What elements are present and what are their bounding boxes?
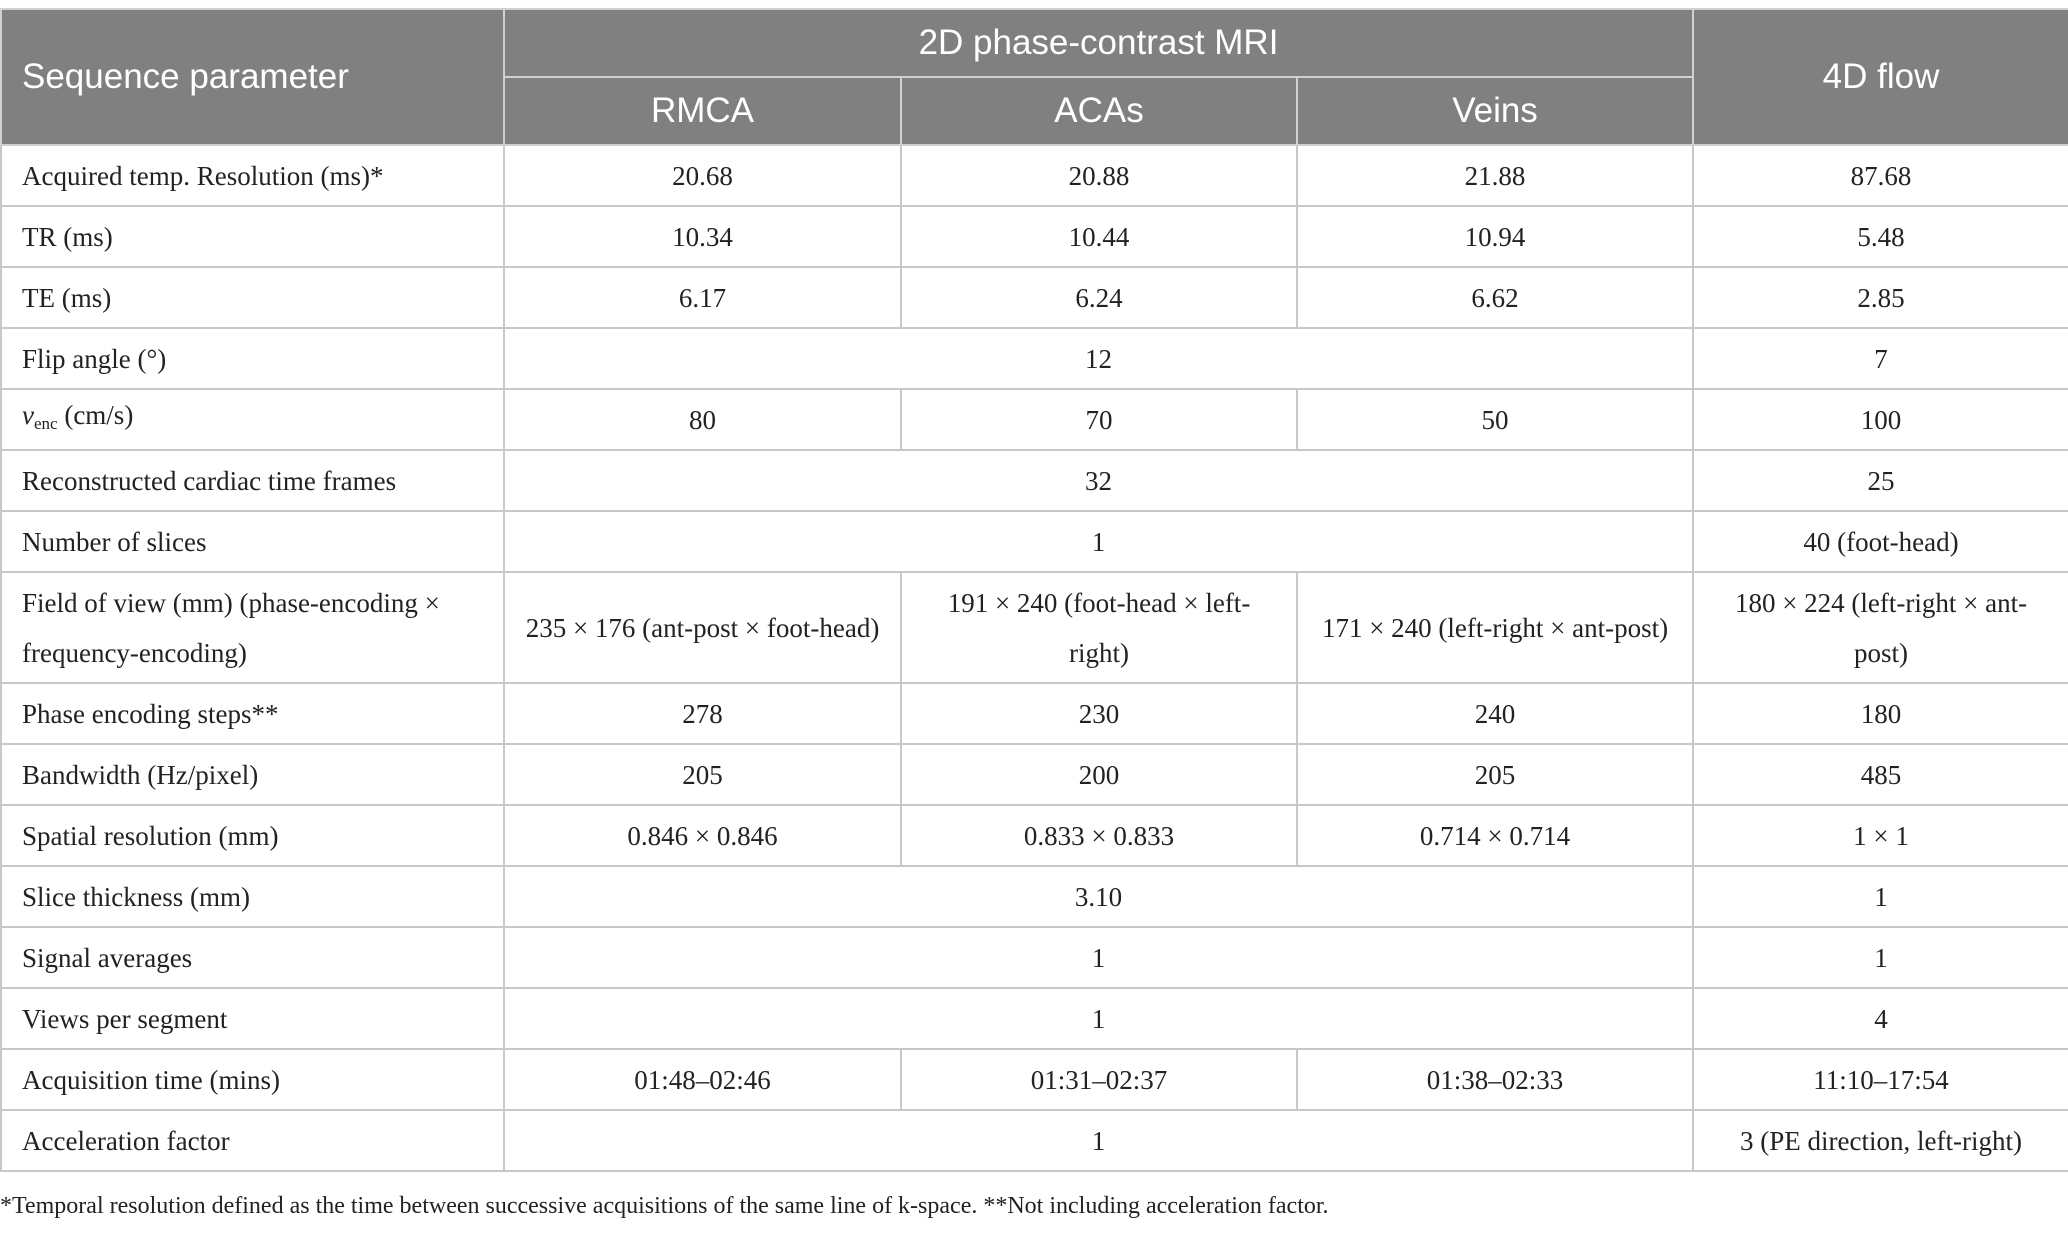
venc-symbol: v <box>22 400 34 430</box>
table-row: Number of slices 1 40 (foot-head) <box>0 510 2068 573</box>
cell-veins: 240 <box>1295 682 1695 745</box>
cell-veins: 205 <box>1295 743 1695 806</box>
header-row-subgroups: RMCA ACAs Veins <box>1 76 2068 146</box>
table-row: Flip angle (°) 12 7 <box>0 327 2068 390</box>
cell-acas: 230 <box>900 682 1298 745</box>
cell-4d-flow: 180 <box>1692 682 2068 745</box>
table-row: venc (cm/s) 80 70 50 100 <box>0 388 2068 451</box>
table-row: TR (ms) 10.34 10.44 10.94 5.48 <box>0 205 2068 268</box>
table-row: Acquired temp. Resolution (ms)* 20.68 20… <box>0 144 2068 207</box>
header-2d-phase-contrast: 2D phase-contrast MRI <box>502 8 1695 78</box>
table-header: Sequence parameter 2D phase-contrast MRI… <box>0 8 2068 146</box>
row-label: Spatial resolution (mm) <box>0 804 505 867</box>
cell-4d-flow: 180 × 224 (left-right × ant-post) <box>1692 571 2068 684</box>
cell-acas: 70 <box>900 388 1298 451</box>
venc-subscript: enc <box>33 414 58 433</box>
row-label: TR (ms) <box>0 205 505 268</box>
table-footnote: *Temporal resolution defined as the time… <box>0 1193 1329 1219</box>
cell-2d-merged: 1 <box>502 510 1695 573</box>
row-label: Acquired temp. Resolution (ms)* <box>0 144 505 207</box>
table-body: Acquired temp. Resolution (ms)* 20.68 20… <box>0 144 2068 1172</box>
cell-2d-merged: 1 <box>502 1109 1695 1172</box>
cell-acas: 200 <box>900 743 1298 806</box>
table-row: Acquisition time (mins) 01:48–02:46 01:3… <box>0 1048 2068 1111</box>
cell-4d-flow: 25 <box>1692 449 2068 512</box>
header-4d-flow: 4D flow <box>1692 8 2068 146</box>
cell-4d-flow: 1 × 1 <box>1692 804 2068 867</box>
cell-4d-flow: 5.48 <box>1692 205 2068 268</box>
cell-2d-merged: 12 <box>502 327 1695 390</box>
cell-2d-merged: 32 <box>502 449 1695 512</box>
row-label: Acquisition time (mins) <box>0 1048 505 1111</box>
cell-rmca: 01:48–02:46 <box>503 1048 902 1111</box>
cell-4d-flow: 4 <box>1692 987 2068 1050</box>
cell-acas: 10.44 <box>900 205 1298 268</box>
cell-acas: 0.833 × 0.833 <box>900 804 1298 867</box>
cell-4d-flow: 2.85 <box>1692 266 2068 329</box>
cell-veins: 50 <box>1295 388 1695 451</box>
cell-veins: 01:38–02:33 <box>1295 1048 1695 1111</box>
cell-2d-merged: 1 <box>502 987 1695 1050</box>
row-label: Field of view (mm) (phase-encoding × fre… <box>0 571 505 684</box>
row-label: Flip angle (°) <box>0 327 505 390</box>
cell-4d-flow: 40 (foot-head) <box>1692 510 2068 573</box>
cell-rmca: 235 × 176 (ant-post × foot-head) <box>503 571 902 684</box>
cell-veins: 21.88 <box>1295 144 1695 207</box>
cell-4d-flow: 1 <box>1692 865 2068 928</box>
cell-rmca: 20.68 <box>503 144 902 207</box>
row-label: Phase encoding steps** <box>0 682 505 745</box>
cell-veins: 171 × 240 (left-right × ant-post) <box>1295 571 1695 684</box>
row-label: Bandwidth (Hz/pixel) <box>0 743 505 806</box>
cell-4d-flow: 11:10–17:54 <box>1692 1048 2068 1111</box>
header-row-groups: Sequence parameter 2D phase-contrast MRI… <box>0 8 2068 146</box>
header-acas: ACAs <box>900 76 1298 146</box>
cell-rmca: 80 <box>503 388 902 451</box>
row-label: Views per segment <box>0 987 505 1050</box>
cell-acas: 6.24 <box>900 266 1298 329</box>
table-row: Reconstructed cardiac time frames 32 25 <box>0 449 2068 512</box>
row-label: Slice thickness (mm) <box>0 865 505 928</box>
cell-acas: 191 × 240 (foot-head × left-right) <box>900 571 1298 684</box>
header-veins: Veins <box>1295 76 1695 146</box>
row-label: Signal averages <box>0 926 505 989</box>
cell-acas: 20.88 <box>900 144 1298 207</box>
header-sequence-parameter: Sequence parameter <box>0 8 505 146</box>
cell-acas: 01:31–02:37 <box>900 1048 1298 1111</box>
cell-rmca: 278 <box>503 682 902 745</box>
table-row: Field of view (mm) (phase-encoding × fre… <box>0 571 2068 684</box>
table-row: Bandwidth (Hz/pixel) 205 200 205 485 <box>0 743 2068 806</box>
table-row: Phase encoding steps** 278 230 240 180 <box>0 682 2068 745</box>
sequence-parameters-table: Sequence parameter 2D phase-contrast MRI… <box>0 8 2068 1172</box>
cell-4d-flow: 1 <box>1692 926 2068 989</box>
table-row: TE (ms) 6.17 6.24 6.62 2.85 <box>0 266 2068 329</box>
row-label: Reconstructed cardiac time frames <box>0 449 505 512</box>
cell-4d-flow: 87.68 <box>1692 144 2068 207</box>
cell-rmca: 0.846 × 0.846 <box>503 804 902 867</box>
venc-unit: (cm/s) <box>57 400 134 430</box>
cell-2d-merged: 1 <box>502 926 1695 989</box>
header-rmca: RMCA <box>503 76 902 146</box>
cell-2d-merged: 3.10 <box>502 865 1695 928</box>
cell-veins: 10.94 <box>1295 205 1695 268</box>
cell-rmca: 10.34 <box>503 205 902 268</box>
cell-4d-flow: 485 <box>1692 743 2068 806</box>
row-label: Number of slices <box>0 510 505 573</box>
cell-4d-flow: 3 (PE direction, left-right) <box>1692 1109 2068 1172</box>
cell-veins: 0.714 × 0.714 <box>1295 804 1695 867</box>
table-row: Slice thickness (mm) 3.10 1 <box>0 865 2068 928</box>
row-label-venc: venc (cm/s) <box>0 388 505 451</box>
cell-rmca: 6.17 <box>503 266 902 329</box>
table-row: Views per segment 1 4 <box>0 987 2068 1050</box>
cell-veins: 6.62 <box>1295 266 1695 329</box>
cell-4d-flow: 100 <box>1692 388 2068 451</box>
row-label: TE (ms) <box>0 266 505 329</box>
table-row: Acceleration factor 1 3 (PE direction, l… <box>0 1109 2068 1172</box>
table-row: Signal averages 1 1 <box>0 926 2068 989</box>
table-row: Spatial resolution (mm) 0.846 × 0.846 0.… <box>0 804 2068 867</box>
cell-4d-flow: 7 <box>1692 327 2068 390</box>
table-container: Sequence parameter 2D phase-contrast MRI… <box>0 8 2068 1172</box>
row-label: Acceleration factor <box>0 1109 505 1172</box>
cell-rmca: 205 <box>503 743 902 806</box>
